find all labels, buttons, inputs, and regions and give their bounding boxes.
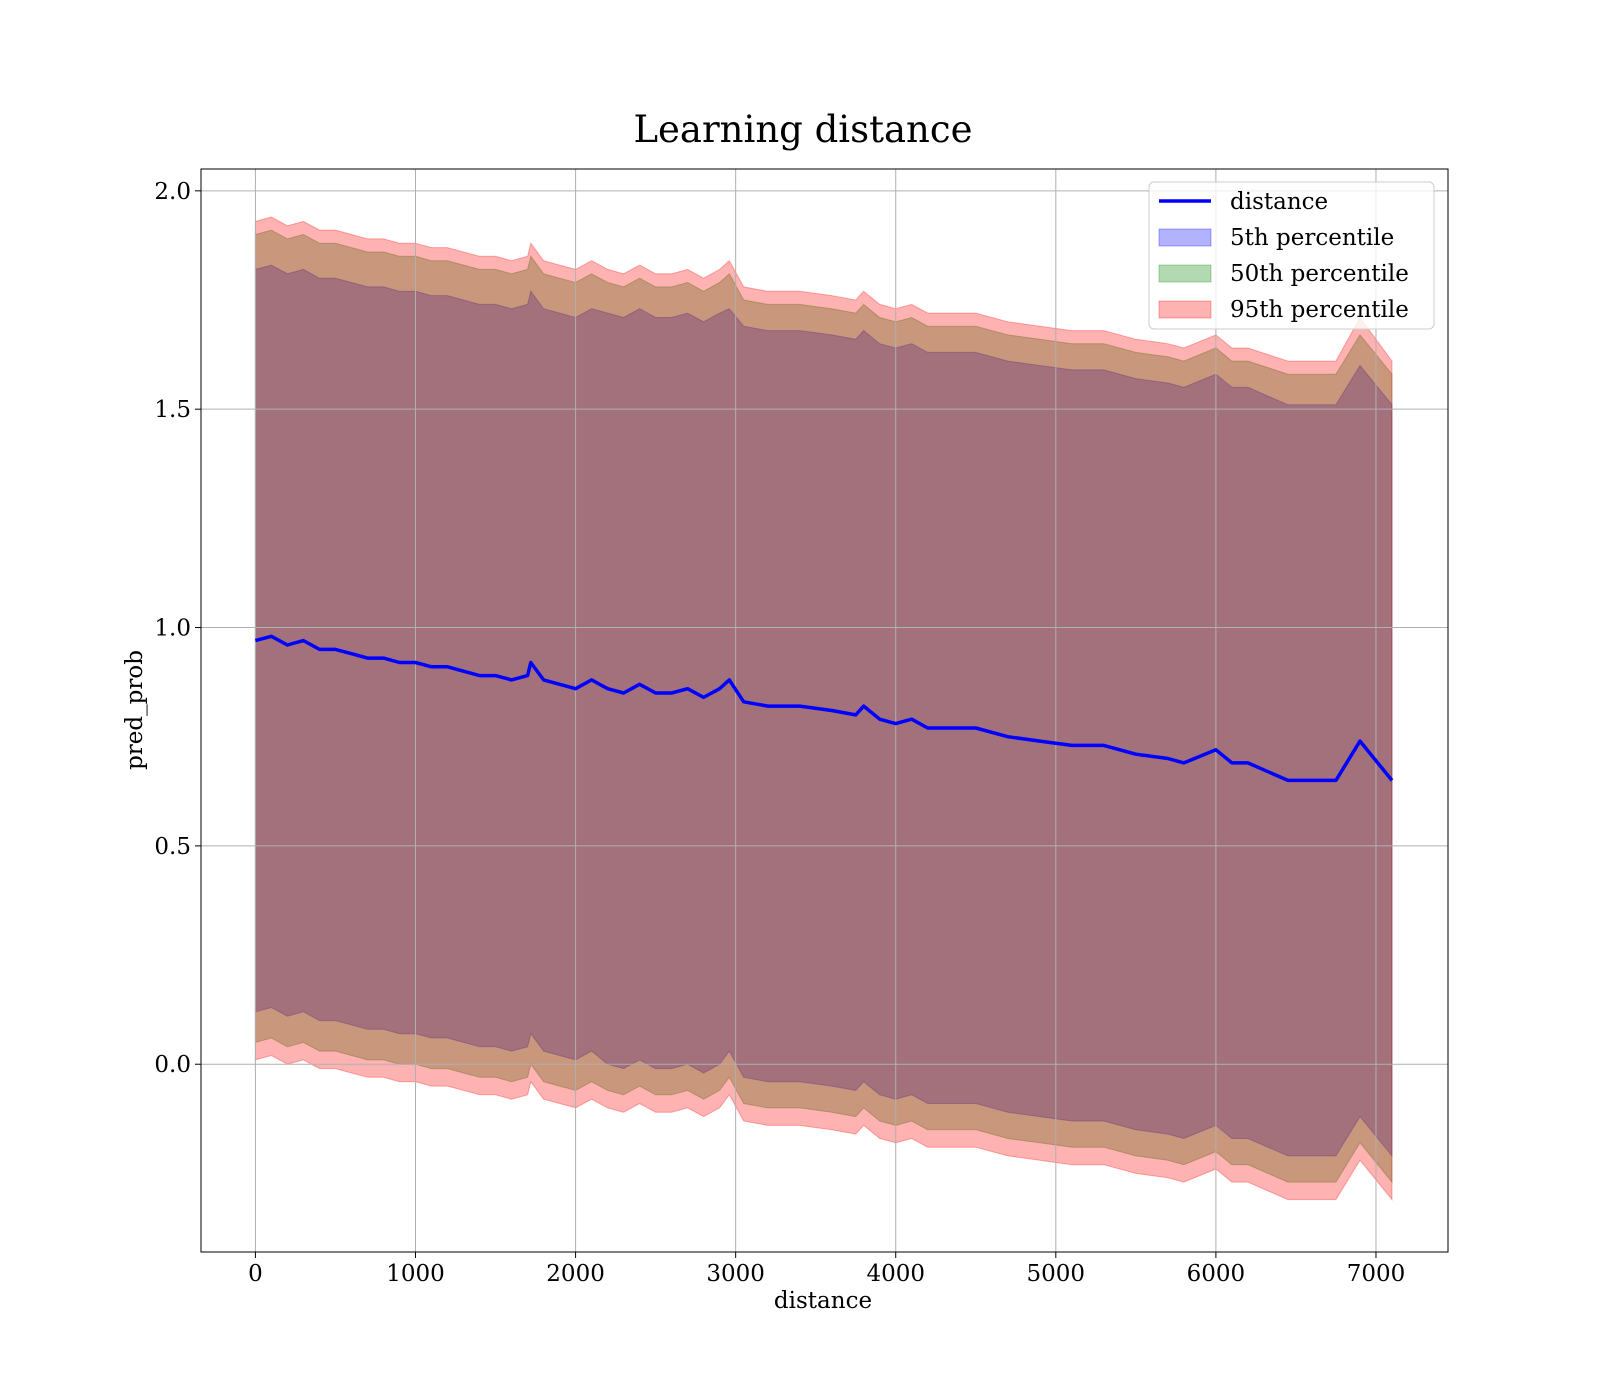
x-tick-label: 3000 <box>706 1261 765 1287</box>
y-axis-ticks: 0.0 0.5 1.0 1.5 2.0 <box>154 179 201 1078</box>
band-50th-percentile <box>254 229 1393 1184</box>
legend-patch-swatch <box>1158 300 1212 319</box>
x-tick-label: 5000 <box>1027 1261 1086 1287</box>
x-tick-label: 0 <box>248 1261 263 1287</box>
legend: distance 5th percentile 50th percentile 95t… <box>1148 181 1435 330</box>
plot-area <box>200 168 1449 1253</box>
x-axis-label: distance <box>774 1288 872 1314</box>
chart-title: Learning distance <box>633 108 972 151</box>
x-axis-ticks: 0 1000 2000 3000 4000 5000 6000 7000 <box>248 1252 1405 1287</box>
x-tick-label: 7000 <box>1347 1261 1406 1287</box>
y-tick-label: 1.5 <box>154 397 191 423</box>
legend-patch-swatch <box>1158 228 1212 247</box>
legend-patch-swatch <box>1158 264 1212 283</box>
axes-frame <box>200 168 1449 1253</box>
y-tick-label: 0.0 <box>154 1052 191 1078</box>
legend-label: 50th percentile <box>1230 261 1409 287</box>
y-tick-label: 0.5 <box>154 834 191 860</box>
legend-box <box>1148 181 1435 330</box>
y-tick-label: 1.0 <box>154 616 191 642</box>
x-tick-label: 6000 <box>1187 1261 1246 1287</box>
y-axis-label: pred_prob <box>122 650 148 770</box>
legend-label: 5th percentile <box>1230 225 1394 251</box>
x-tick-label: 2000 <box>546 1261 605 1287</box>
legend-items: distance 5th percentile 50th percentile 95t… <box>1158 189 1409 323</box>
x-tick-label: 4000 <box>866 1261 925 1287</box>
series-line-distance <box>254 634 1394 783</box>
y-tick-label: 2.0 <box>154 179 191 205</box>
x-tick-label: 1000 <box>386 1261 445 1287</box>
series-lines <box>254 634 1394 783</box>
grid-lines <box>201 169 1448 1252</box>
legend-label: distance <box>1230 189 1328 215</box>
legend-label: 95th percentile <box>1230 297 1409 323</box>
